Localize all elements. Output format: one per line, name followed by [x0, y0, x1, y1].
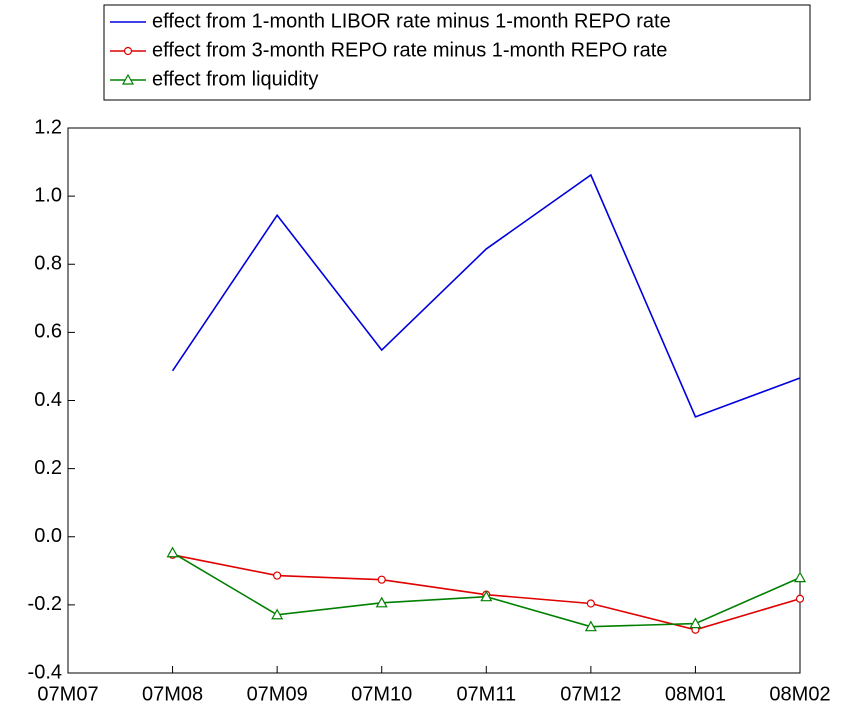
data-point [689, 617, 702, 629]
data-point [271, 608, 284, 620]
data-point [584, 620, 597, 632]
y-tick-label: -0.2 [28, 593, 62, 615]
x-tick-label: 07M10 [351, 683, 412, 705]
legend-label: effect from 3-month REPO rate minus 1-mo… [152, 39, 667, 61]
data-point [795, 594, 805, 603]
y-tick-label: 1.2 [34, 116, 62, 138]
x-tick-label: 08M02 [769, 683, 830, 705]
x-tick-label: 08M01 [665, 683, 726, 705]
legend-label: effect from 1-month LIBOR rate minus 1-m… [152, 10, 671, 32]
y-tick-label: 0.4 [34, 389, 62, 411]
x-tick-label: 07M07 [37, 683, 98, 705]
data-point [586, 599, 595, 608]
legend-box [103, 4, 811, 101]
y-tick-label: 0.6 [34, 321, 62, 343]
y-tick-label: 0.8 [34, 253, 62, 275]
y-tick-label: 1.0 [34, 184, 62, 206]
y-tick-label: -0.4 [28, 661, 62, 683]
data-point [375, 596, 388, 608]
data-point [166, 546, 179, 558]
data-point [793, 571, 807, 583]
y-tick-label: 0.2 [34, 457, 62, 479]
x-tick-label: 07M12 [560, 683, 621, 705]
y-tick-label: 0.0 [34, 525, 62, 547]
legend-label: effect from liquidity [152, 68, 318, 90]
plot-frame [67, 127, 801, 674]
series-line [171, 173, 801, 418]
series-line [172, 552, 801, 628]
data-point [273, 571, 282, 580]
x-tick-label: 07M09 [247, 683, 308, 705]
x-tick-label: 07M08 [142, 683, 203, 705]
legend-marker [121, 73, 135, 85]
x-tick-label: 07M11 [456, 683, 516, 705]
data-point [377, 575, 386, 584]
data-point [480, 590, 493, 602]
legend-marker [123, 46, 133, 56]
